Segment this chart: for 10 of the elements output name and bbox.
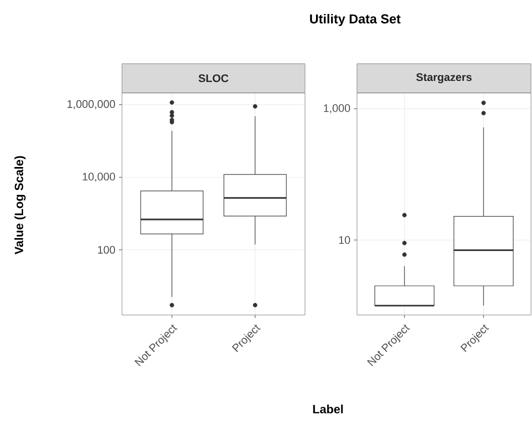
y-tick-label: 10,000 <box>82 172 116 182</box>
y-tick-label: 1,000,000 <box>68 100 116 110</box>
x-axis-title: Label <box>313 404 343 414</box>
chart-title: Stargazers <box>416 73 472 84</box>
y-axis-title: Value (Log Scale) <box>14 156 26 254</box>
y-tick-label: 10 <box>339 236 350 244</box>
y-tick-label: 100 <box>98 246 116 254</box>
text: Utility Data Set <box>310 14 401 26</box>
chart-title: SLOC <box>198 74 228 82</box>
y-tick-label: 1,000 <box>324 104 350 114</box>
